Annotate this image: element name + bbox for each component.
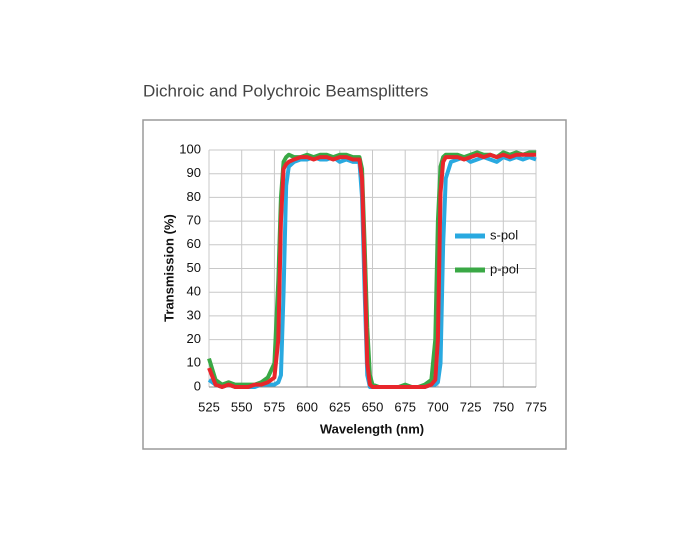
y-tick-label: 30 bbox=[187, 307, 201, 322]
x-tick-label: 750 bbox=[492, 399, 514, 414]
x-tick-label: 725 bbox=[460, 399, 482, 414]
x-tick-label: 650 bbox=[362, 399, 384, 414]
legend-label: p-pol bbox=[490, 261, 519, 276]
x-tick-label: 675 bbox=[394, 399, 416, 414]
x-tick-label: 775 bbox=[525, 399, 547, 414]
y-tick-label: 10 bbox=[187, 355, 201, 370]
y-tick-label: 60 bbox=[187, 236, 201, 251]
y-tick-label: 70 bbox=[187, 213, 201, 228]
series-line bbox=[207, 152, 536, 389]
y-tick-label: 0 bbox=[194, 378, 201, 393]
chart-frame bbox=[142, 119, 567, 450]
y-tick-label: 100 bbox=[179, 141, 201, 156]
chart-title: Dichroic and Polychroic Beamsplitters bbox=[143, 81, 428, 100]
y-axis-title: Transmission (%) bbox=[161, 214, 176, 322]
y-tick-label: 80 bbox=[187, 189, 201, 204]
y-tick-label: 20 bbox=[187, 331, 201, 346]
y-tick-label: 50 bbox=[187, 260, 201, 275]
x-tick-label: 600 bbox=[296, 399, 318, 414]
x-tick-label: 525 bbox=[198, 399, 220, 414]
x-tick-label: 550 bbox=[231, 399, 253, 414]
x-axis-title: Wavelength (nm) bbox=[320, 421, 424, 436]
x-tick-label: 575 bbox=[264, 399, 286, 414]
x-tick-label: 700 bbox=[427, 399, 449, 414]
x-tick-label: 625 bbox=[329, 399, 351, 414]
legend-label: s-pol bbox=[490, 227, 518, 242]
y-tick-label: 90 bbox=[187, 165, 201, 180]
y-tick-label: 40 bbox=[187, 284, 201, 299]
